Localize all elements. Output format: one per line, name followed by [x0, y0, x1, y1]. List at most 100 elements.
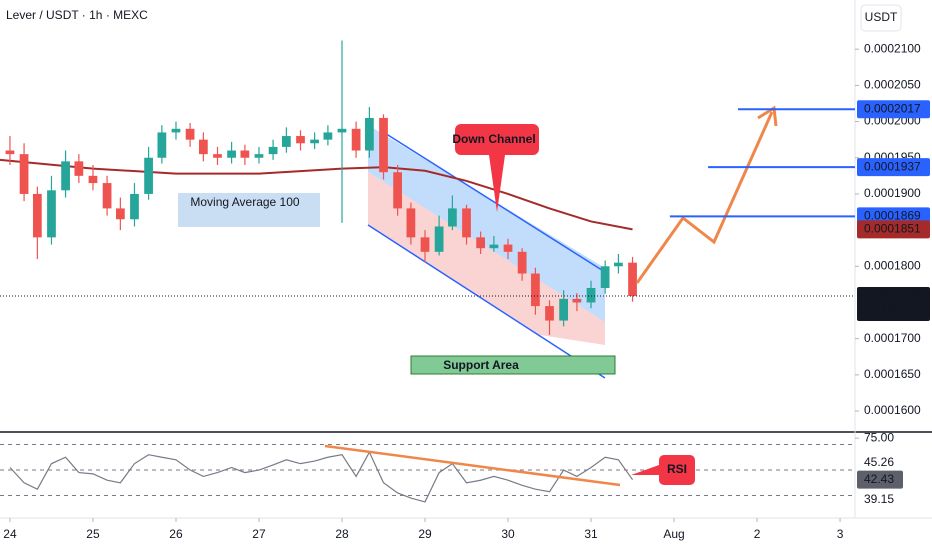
candle-body: [406, 208, 416, 238]
candle-body: [462, 208, 471, 238]
projection: [635, 111, 774, 284]
last-price-badge: [857, 286, 930, 321]
candle-body: [476, 237, 486, 249]
price-badge-label: 0.0001869: [864, 209, 921, 223]
candle-body: [254, 154, 264, 158]
price-badge-label: 0.0001937: [864, 159, 921, 173]
candle-body: [198, 139, 208, 155]
candle-body: [365, 117, 374, 151]
candle-body: [61, 161, 70, 191]
rsi-line: [9, 450, 634, 503]
candle-body: [102, 183, 112, 209]
channel-line: [379, 129, 606, 273]
candle-body: [489, 244, 499, 249]
candle-body: [434, 226, 444, 252]
rsi-callout-label: RSI: [667, 462, 687, 476]
candle-body: [213, 154, 222, 158]
price-badge-label: 0.0002017: [864, 101, 921, 115]
moving-average-line: [0, 158, 633, 231]
currency: USDT: [865, 10, 898, 24]
x-tick-label: 26: [169, 527, 183, 541]
price-badge: [857, 158, 930, 177]
x-tick-label: 29: [418, 527, 432, 541]
candle-body: [351, 128, 361, 151]
ma-badge: [857, 220, 930, 239]
y-tick-label: 0.0001700: [864, 331, 921, 345]
support-area: [410, 355, 616, 375]
rsi-trendline: [324, 444, 621, 487]
rsi-badge-label: 42.43: [864, 472, 894, 486]
y-tick-label: 0.0001650: [864, 367, 921, 381]
candle-body: [600, 266, 610, 288]
channel-upper-fill: [368, 125, 605, 322]
candle-body: [559, 298, 569, 321]
projection-head: [757, 105, 778, 127]
x-tick-label: 3: [837, 527, 844, 541]
candle-body: [32, 193, 42, 238]
candle-body: [517, 251, 527, 274]
drawings-under: [178, 125, 616, 379]
last-price-label: 0.0001759: [864, 288, 921, 302]
x-tick-label: 30: [501, 527, 515, 541]
candle-body: [227, 150, 236, 158]
candle-body: [282, 136, 291, 147]
callout-label: Down Channel: [452, 132, 535, 146]
candle-body: [531, 273, 540, 307]
rsi-value-label: 39.15: [864, 492, 894, 506]
rsi-value-label: 45.26: [864, 455, 894, 469]
ma-label-box: [178, 193, 320, 227]
y-tick-label: 0.0001800: [864, 258, 921, 272]
candle-body: [503, 244, 513, 252]
candle-body: [628, 262, 637, 296]
candle-body: [379, 117, 388, 173]
candle-body: [240, 150, 250, 158]
x-tick-label: 25: [86, 527, 100, 541]
x-tick-label: 24: [3, 527, 17, 541]
candle-body: [310, 139, 319, 144]
ma-badge-label: 0.0001851: [864, 222, 921, 236]
candle-body: [88, 175, 98, 184]
x-tick-label: Aug: [663, 527, 684, 541]
candle-body: [448, 208, 457, 227]
channel-line: [367, 224, 606, 379]
rsi-tick-label: 75.00: [864, 430, 894, 444]
candle-body: [337, 128, 347, 133]
candle-body: [5, 150, 15, 155]
channel-lower-fill: [368, 172, 605, 345]
candle-body: [268, 146, 278, 155]
candle-body: [74, 161, 84, 176]
candle-body: [545, 306, 554, 321]
candle-body: [393, 172, 402, 209]
candle-body: [171, 128, 181, 133]
candle-body: [130, 193, 139, 220]
support-label: Support Area: [443, 358, 519, 372]
candle-body: [323, 132, 333, 140]
y-tick-label: 0.0001900: [864, 186, 921, 200]
x-tick-label: 28: [335, 527, 349, 541]
ma-label: Moving Average 100: [190, 195, 300, 209]
candle-body: [115, 208, 125, 220]
rsi-badge: [857, 470, 903, 489]
callout: [455, 124, 539, 212]
candle-body: [296, 136, 305, 144]
candle-body: [420, 237, 430, 252]
chart-title: Lever / USDT · 1h · MEXC: [6, 8, 148, 22]
candle-body: [586, 288, 596, 303]
candle-body: [157, 132, 167, 158]
y-tick-label: 0.0002100: [864, 41, 921, 55]
candle-body: [19, 154, 29, 194]
candle-body: [144, 157, 153, 194]
y-tick-label: 0.0001600: [864, 403, 921, 417]
currency-box: [860, 4, 902, 32]
x-tick-label: 27: [252, 527, 266, 541]
candle-body: [572, 298, 582, 303]
x-tick-label: 2: [754, 527, 761, 541]
x-tick-label: 31: [584, 527, 598, 541]
candle-body: [614, 262, 623, 267]
candle-body: [185, 128, 195, 140]
rsi-callout: [631, 455, 695, 485]
price-badge: [857, 100, 930, 119]
y-tick-label: 0.0002050: [864, 78, 921, 92]
candle-body: [47, 190, 56, 238]
